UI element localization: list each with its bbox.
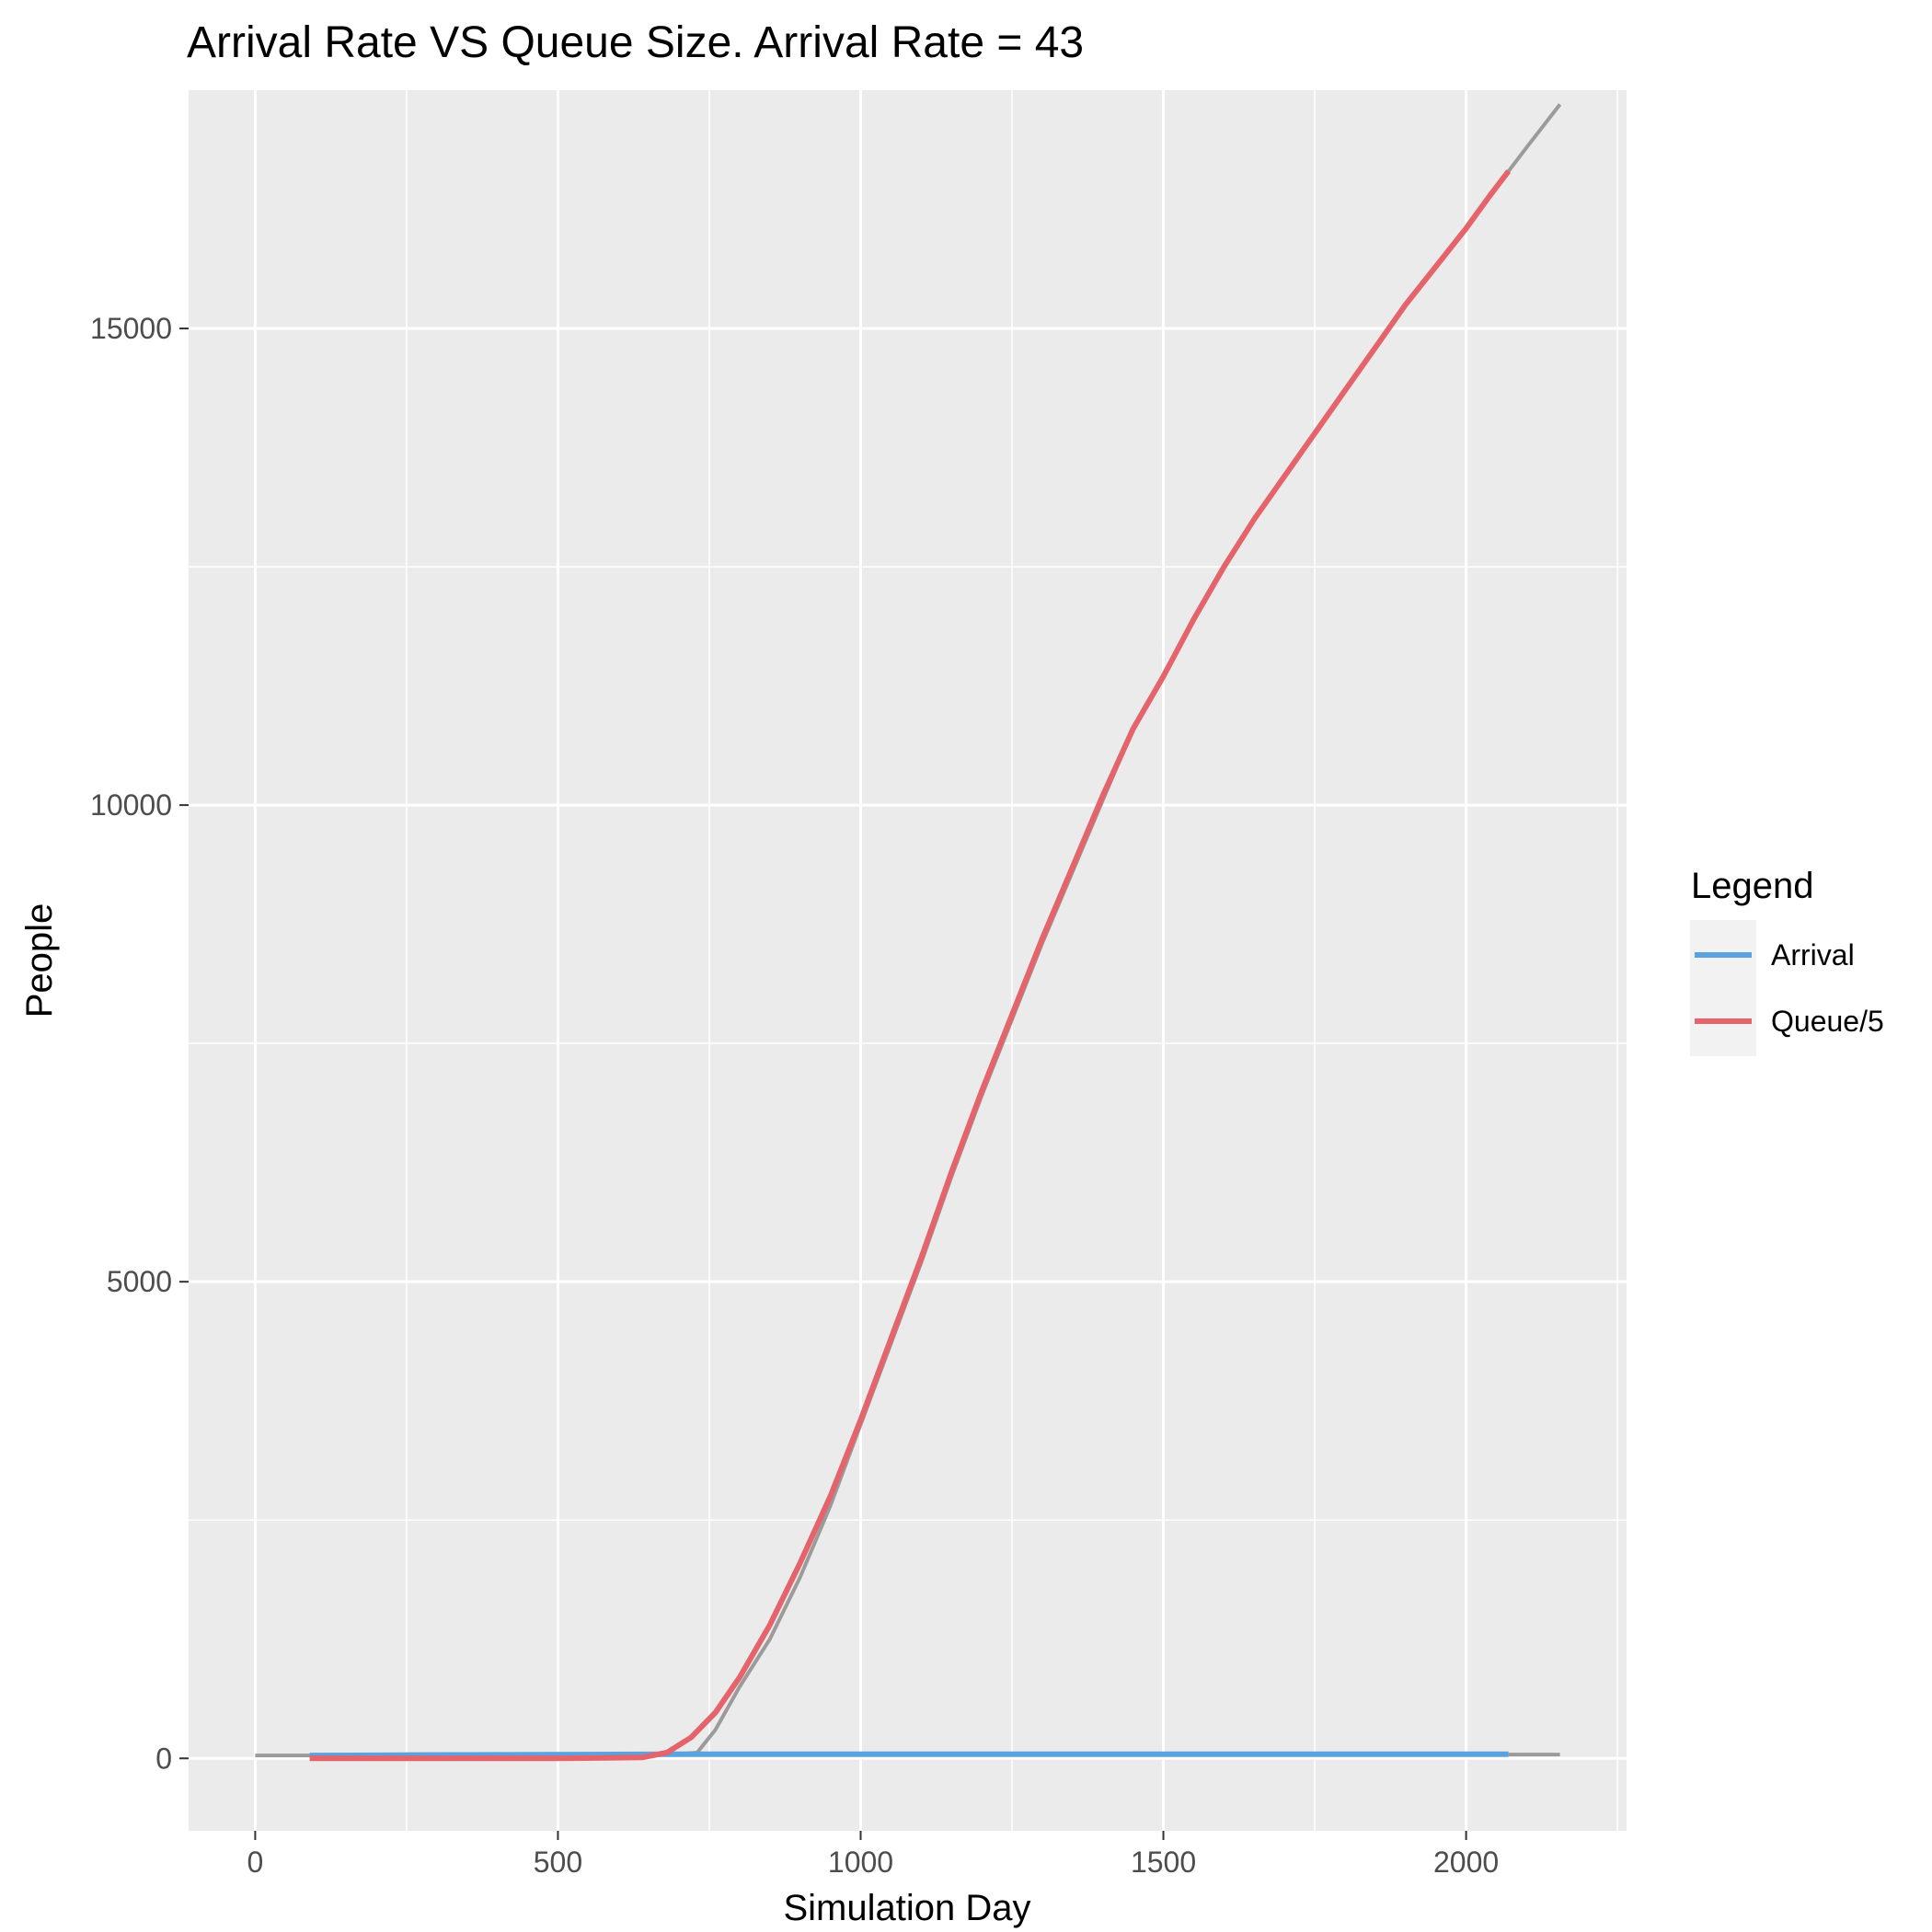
x-tick-label: 1500 — [1131, 1846, 1196, 1879]
legend-label: Arrival — [1771, 938, 1855, 972]
x-axis: 0 500 1000 1500 2000 — [247, 1831, 1499, 1879]
series-line-queue-5 — [309, 169, 1512, 1762]
x-tick-label: 2000 — [1433, 1846, 1499, 1879]
y-axis: 0 5000 10000 15000 — [90, 312, 189, 1775]
legend-key-background — [1690, 920, 1756, 1056]
series-layer — [255, 103, 1562, 1762]
y-axis-title: People — [19, 903, 60, 1018]
y-tick-label: 15000 — [90, 312, 172, 345]
minor-gridlines — [189, 90, 1627, 1831]
x-tick-label: 0 — [247, 1846, 263, 1879]
chart-title: Arrival Rate VS Queue Size. Arrival Rate… — [187, 18, 1084, 67]
plot-panel — [189, 90, 1627, 1831]
legend-entries: Arrival Queue/5 — [1695, 938, 1884, 1038]
x-tick-label: 1000 — [828, 1846, 893, 1879]
x-tick-label: 500 — [534, 1846, 582, 1879]
major-gridlines — [189, 90, 1627, 1831]
y-tick-label: 5000 — [107, 1265, 172, 1298]
legend-label: Queue/5 — [1771, 1005, 1884, 1038]
y-tick-label: 10000 — [90, 788, 172, 822]
y-tick-label: 0 — [155, 1742, 172, 1775]
legend-title: Legend — [1691, 866, 1813, 906]
series-line-arrival — [309, 1751, 1509, 1759]
legend: Legend Arrival Queue/5 — [1690, 866, 1884, 1056]
x-axis-title: Simulation Day — [783, 1888, 1030, 1928]
